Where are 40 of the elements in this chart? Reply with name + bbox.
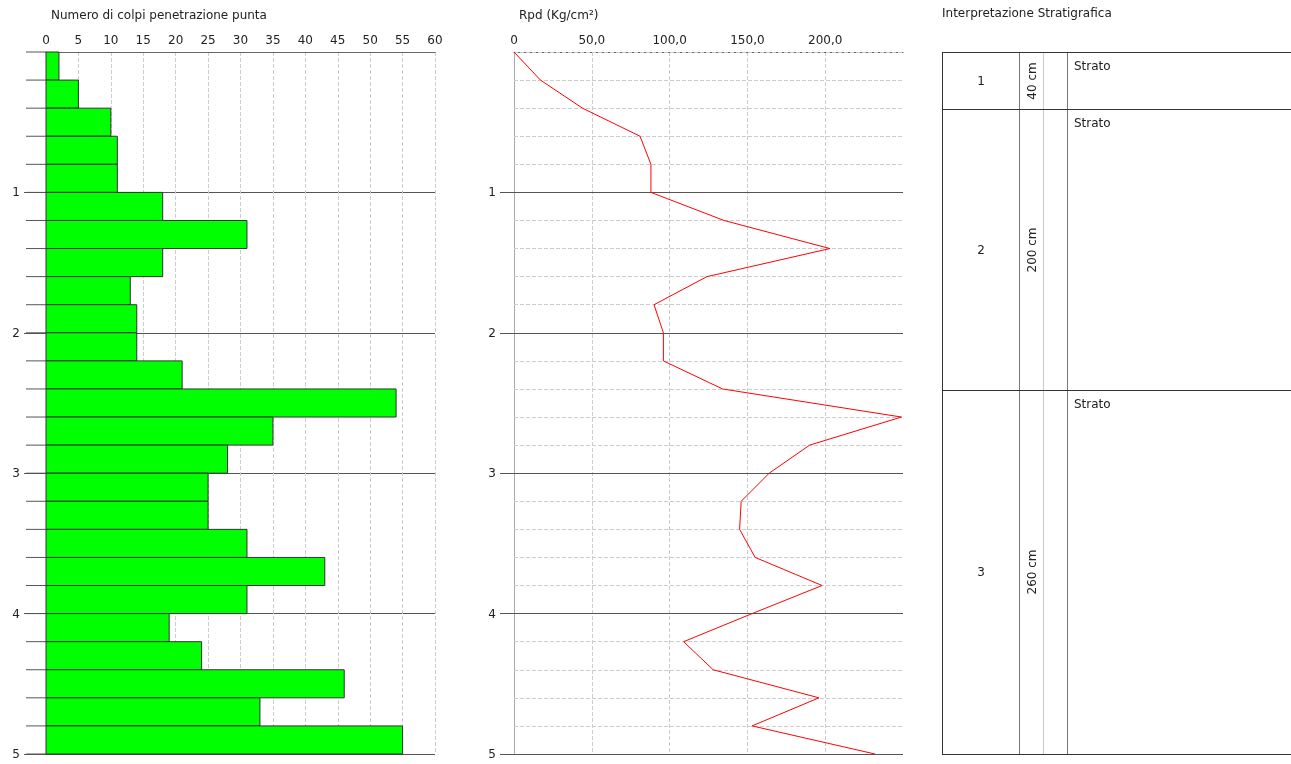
chart-title: Rpd (Kg/cm²) [519,8,599,22]
x-tick-label: 10 [103,33,119,47]
x-tick-label: 100,0 [652,33,687,47]
text: Strato [1073,58,1112,75]
x-tick-label: 0 [510,33,518,47]
x-tick-label: 50,0 [578,33,606,47]
chart-title: Numero di colpi penetrazione punta [51,8,267,22]
y-tick-label: 1 [488,185,496,200]
x-tick-label: 25 [200,33,216,47]
y-tick-label: 5 [488,747,496,761]
x-tick-label: 20 [168,33,184,47]
category-label: 2 [943,109,1020,390]
y-tick-label: 3 [12,466,20,481]
x-tick-label: 200,0 [808,33,843,47]
text: Strato [1073,395,1112,413]
y-tick-label: 4 [12,606,20,621]
y-tick-label: 2 [12,325,20,340]
x-tick-label: 150,0 [730,33,765,47]
x-tick-label: 30 [232,33,249,47]
data-label: 40 cm [1024,62,1039,100]
category-label: 1 [943,53,1020,109]
x-tick-label: 0 [42,33,50,47]
x-tick-label: 15 [135,33,151,47]
category-label: 3 [943,390,1020,754]
x-tick-label: 45 [330,33,346,47]
y-tick-label: 2 [488,325,496,340]
x-tick-label: 60 [427,33,443,47]
x-tick-label: 40 [297,33,313,47]
x-tick-label: 5 [74,33,83,47]
x-tick-label: 35 [265,33,281,47]
y-tick-label: 3 [488,466,496,481]
y-tick-label: 1 [12,185,20,200]
y-tick-label: 5 [12,747,20,761]
data-label: 260 cm [1024,549,1039,595]
data-label: 200 cm [1024,227,1039,273]
y-tick-label: 4 [488,606,496,621]
x-tick-label: 55 [394,33,411,47]
text: Interpretazione Stratigrafica [942,6,1112,20]
x-tick-label: 50 [362,33,378,47]
text: Strato [1073,114,1112,132]
